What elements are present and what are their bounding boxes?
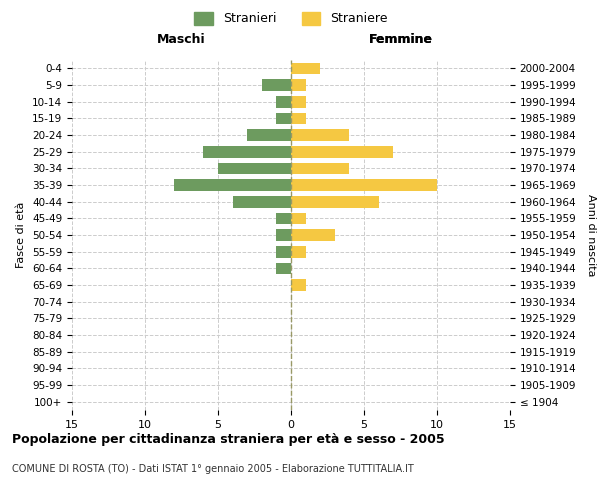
Bar: [291, 62, 320, 74]
Y-axis label: Anni di nascita: Anni di nascita: [586, 194, 596, 276]
Bar: [262, 79, 291, 91]
Bar: [203, 146, 291, 158]
Text: Femmine: Femmine: [368, 33, 433, 46]
Bar: [174, 179, 291, 191]
Bar: [291, 229, 335, 241]
Bar: [277, 262, 291, 274]
Bar: [291, 112, 305, 124]
Text: Femmine: Femmine: [368, 33, 433, 46]
Bar: [277, 229, 291, 241]
Bar: [277, 96, 291, 108]
Text: Maschi: Maschi: [157, 33, 206, 46]
Text: COMUNE DI ROSTA (TO) - Dati ISTAT 1° gennaio 2005 - Elaborazione TUTTITALIA.IT: COMUNE DI ROSTA (TO) - Dati ISTAT 1° gen…: [12, 464, 414, 474]
Bar: [277, 212, 291, 224]
Legend: Stranieri, Straniere: Stranieri, Straniere: [189, 7, 393, 30]
Bar: [233, 196, 291, 207]
Bar: [277, 246, 291, 258]
Bar: [291, 162, 349, 174]
Bar: [277, 112, 291, 124]
Bar: [291, 129, 349, 141]
Bar: [291, 246, 305, 258]
Bar: [291, 79, 305, 91]
Bar: [247, 129, 291, 141]
Text: Popolazione per cittadinanza straniera per età e sesso - 2005: Popolazione per cittadinanza straniera p…: [12, 432, 445, 446]
Bar: [291, 212, 305, 224]
Bar: [291, 96, 305, 108]
Bar: [291, 146, 393, 158]
Bar: [218, 162, 291, 174]
Bar: [291, 279, 305, 291]
Bar: [291, 179, 437, 191]
Bar: [291, 196, 379, 207]
Y-axis label: Fasce di età: Fasce di età: [16, 202, 26, 268]
